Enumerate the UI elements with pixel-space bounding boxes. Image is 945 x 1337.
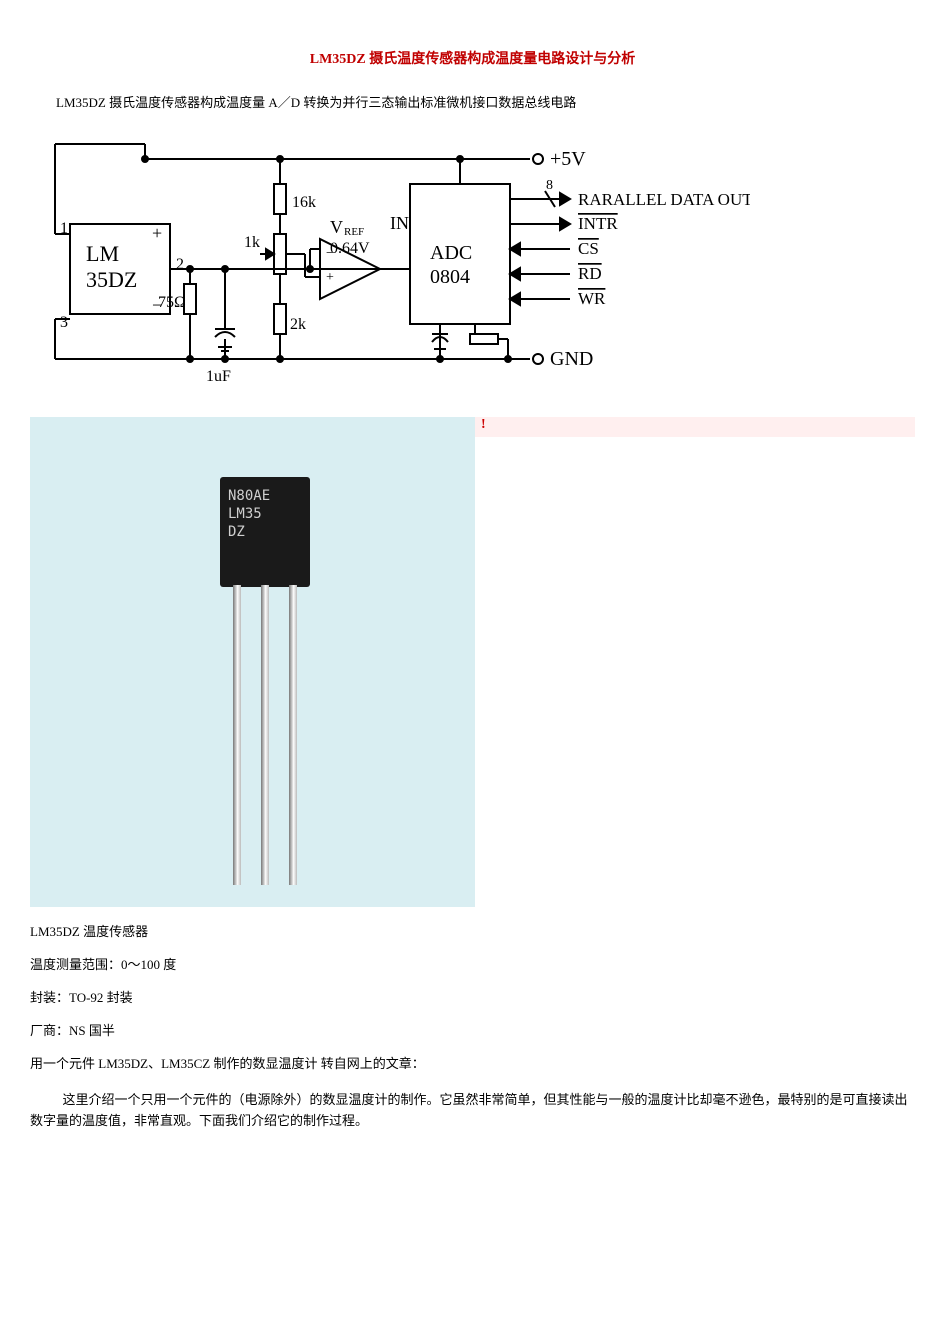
bus-8: 8 bbox=[546, 178, 553, 193]
label-gnd: GND bbox=[550, 348, 593, 370]
adc-in: IN bbox=[390, 213, 409, 233]
lm35-label-bot: 35DZ bbox=[86, 267, 137, 292]
label-75ohm: 75Ω bbox=[158, 294, 186, 311]
chip-line-2: LM35 bbox=[228, 505, 270, 523]
page-title: LM35DZ 摄氏温度传感器构成温度量电路设计与分析 bbox=[30, 48, 915, 68]
label-vref-val: 0.64V bbox=[330, 240, 370, 257]
label-vref: V bbox=[330, 217, 343, 237]
label-16k: 16k bbox=[292, 194, 316, 211]
circuit-diagram: +5V LM 35DZ 1 + 2 3 − GND bbox=[30, 129, 750, 399]
spec-line-5: 用一个元件 LM35DZ、LM35CZ 制作的数显温度计 转自网上的文章： bbox=[30, 1053, 915, 1072]
chip-pin-3 bbox=[289, 585, 297, 885]
adc-label: ADC bbox=[430, 242, 472, 264]
body-paragraph: 这里介绍一个只用一个元件的（电源除外）的数显温度计的制作。它虽然非常简单，但其性… bbox=[30, 1090, 915, 1132]
label-1uf: 1uF bbox=[206, 368, 231, 385]
chip-line-3: DZ bbox=[228, 523, 270, 541]
chip-line-1: N80AE bbox=[228, 487, 270, 505]
spec-line-4: 厂商：NS 国半 bbox=[30, 1020, 915, 1039]
label-cs: CS bbox=[578, 239, 599, 258]
label-1k: 1k bbox=[244, 234, 260, 251]
chip-pin-1 bbox=[233, 585, 241, 885]
component-row: N80AE LM35 DZ ! bbox=[30, 417, 915, 907]
label-2k: 2k bbox=[290, 316, 306, 333]
chip-pin-2 bbox=[261, 585, 269, 885]
lm35-pin3: 3 bbox=[60, 314, 68, 331]
specs-block: LM35DZ 温度传感器 温度测量范围：0～100 度 封装：TO-92 封装 … bbox=[30, 921, 915, 1072]
spec-line-3: 封装：TO-92 封装 bbox=[30, 987, 915, 1006]
spec-line-2: 温度测量范围：0～100 度 bbox=[30, 954, 915, 973]
label-rd: RD bbox=[578, 264, 602, 283]
revision-mark: ! bbox=[475, 417, 505, 437]
svg-text:+: + bbox=[326, 270, 334, 285]
lm35-label-top: LM bbox=[86, 241, 119, 266]
lm35-pin2: 2 bbox=[176, 256, 184, 273]
chip-marking: N80AE LM35 DZ bbox=[228, 487, 270, 541]
label-wr: WR bbox=[578, 289, 606, 308]
label-vref-sub: REF bbox=[344, 226, 364, 238]
label-intr: INTR bbox=[578, 214, 618, 233]
revision-bg bbox=[505, 417, 915, 437]
label-data-out: RARALLEL DATA OUTPUT bbox=[578, 190, 750, 209]
component-photo: N80AE LM35 DZ bbox=[30, 417, 475, 907]
lm35-plus: + bbox=[152, 223, 162, 243]
intro-paragraph: LM35DZ 摄氏温度传感器构成温度量 A／D 转换为并行三态输出标准微机接口数… bbox=[30, 92, 915, 111]
spec-line-1: LM35DZ 温度传感器 bbox=[30, 921, 915, 940]
label-vcc: +5V bbox=[550, 148, 586, 170]
adc-label2: 0804 bbox=[430, 266, 470, 288]
